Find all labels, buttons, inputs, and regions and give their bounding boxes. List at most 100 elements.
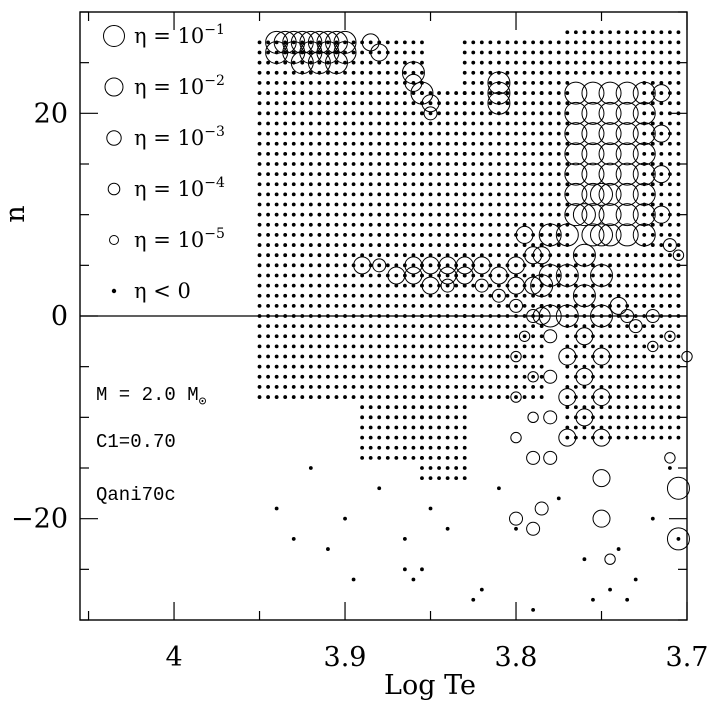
data-point-negative (479, 587, 484, 592)
data-point-negative (539, 40, 544, 45)
data-point-negative (317, 151, 322, 156)
data-point-negative (266, 395, 270, 399)
data-point-negative (488, 374, 493, 379)
legend-symbol-circle (106, 130, 122, 146)
data-point-negative (556, 121, 561, 126)
data-point-negative (479, 91, 484, 95)
data-point-negative (454, 425, 459, 430)
data-point-negative (591, 253, 595, 258)
data-point-negative (266, 182, 270, 187)
data-point-negative (437, 222, 441, 227)
data-point-negative (582, 435, 587, 440)
data-point-negative (514, 395, 518, 399)
data-point-negative (454, 476, 459, 481)
data-point-positive (404, 73, 423, 92)
data-point-negative (454, 253, 459, 258)
legend-symbol-dot (111, 288, 117, 294)
data-point-negative (471, 385, 476, 389)
data-point-negative (556, 253, 561, 258)
data-point-negative (633, 334, 638, 339)
data-point-negative (650, 40, 655, 45)
data-point-negative (479, 222, 484, 227)
data-point-negative (531, 395, 536, 399)
data-point-negative (633, 293, 638, 298)
data-point-negative (334, 192, 339, 197)
data-point-negative (599, 314, 604, 318)
data-point-positive (487, 71, 511, 95)
data-point-positive (632, 162, 656, 186)
data-point-negative (300, 91, 305, 95)
data-point-negative (479, 131, 484, 136)
data-point-negative (479, 151, 484, 156)
data-point-negative (514, 324, 518, 329)
data-point-negative (659, 334, 664, 339)
data-point-negative (368, 192, 373, 197)
data-point-negative (411, 192, 416, 197)
data-point-negative (471, 303, 476, 308)
legend-label: η = 10−1 (134, 22, 225, 48)
data-point-negative (591, 303, 595, 308)
data-point-negative (437, 344, 441, 349)
data-point-negative (343, 354, 347, 359)
data-point-negative (411, 202, 416, 207)
data-point-negative (283, 222, 288, 227)
data-point-negative (454, 445, 459, 450)
data-point-negative (300, 293, 305, 298)
data-point-negative (616, 364, 621, 369)
data-point-negative (351, 121, 356, 126)
data-point-negative (668, 415, 672, 420)
data-point-negative (522, 303, 527, 308)
data-point-negative (257, 314, 262, 318)
data-point-negative (334, 151, 339, 156)
data-point-negative (326, 364, 330, 369)
data-point-negative (573, 70, 578, 75)
data-point-negative (394, 111, 399, 116)
data-point-negative (402, 374, 407, 379)
data-point-negative (368, 385, 373, 389)
data-point-negative (462, 283, 467, 288)
data-point-negative (437, 324, 441, 329)
data-point-negative (471, 202, 476, 207)
data-point-negative (377, 192, 382, 197)
data-point-negative (616, 354, 621, 359)
data-point-negative (599, 50, 604, 55)
data-point-negative (394, 445, 399, 450)
data-point-negative (599, 415, 604, 420)
data-point-negative (360, 162, 365, 166)
data-point-positive (316, 30, 340, 54)
legend-label: η < 0 (134, 279, 191, 303)
data-point-negative (650, 182, 655, 187)
data-point-negative (471, 70, 476, 75)
data-point-negative (317, 141, 322, 146)
data-point-negative (445, 202, 450, 207)
data-point-negative (343, 131, 347, 136)
data-point-positive (592, 469, 611, 488)
data-point-negative (274, 81, 279, 85)
data-point-negative (625, 283, 630, 288)
data-point-negative (257, 182, 262, 187)
data-point-negative (497, 243, 501, 247)
data-point-negative (411, 324, 416, 329)
data-point-negative (308, 81, 313, 85)
data-point-negative (505, 91, 510, 95)
data-point-negative (428, 202, 433, 207)
data-point-negative (428, 263, 433, 268)
data-point-negative (676, 263, 681, 268)
data-point-negative (394, 222, 399, 227)
data-point-positive (564, 81, 588, 105)
data-point-negative (420, 344, 424, 349)
data-point-negative (556, 303, 561, 308)
data-point-negative (514, 374, 518, 379)
data-point-negative (343, 121, 347, 126)
data-point-negative (394, 283, 399, 288)
data-point-negative (377, 131, 382, 136)
data-point-negative (497, 182, 501, 187)
data-point-negative (394, 202, 399, 207)
data-point-negative (300, 212, 305, 217)
data-point-negative (291, 111, 296, 116)
data-point-positive (307, 51, 331, 75)
data-point-negative (420, 374, 424, 379)
data-point-positive (598, 162, 622, 186)
data-point-negative (659, 344, 664, 349)
